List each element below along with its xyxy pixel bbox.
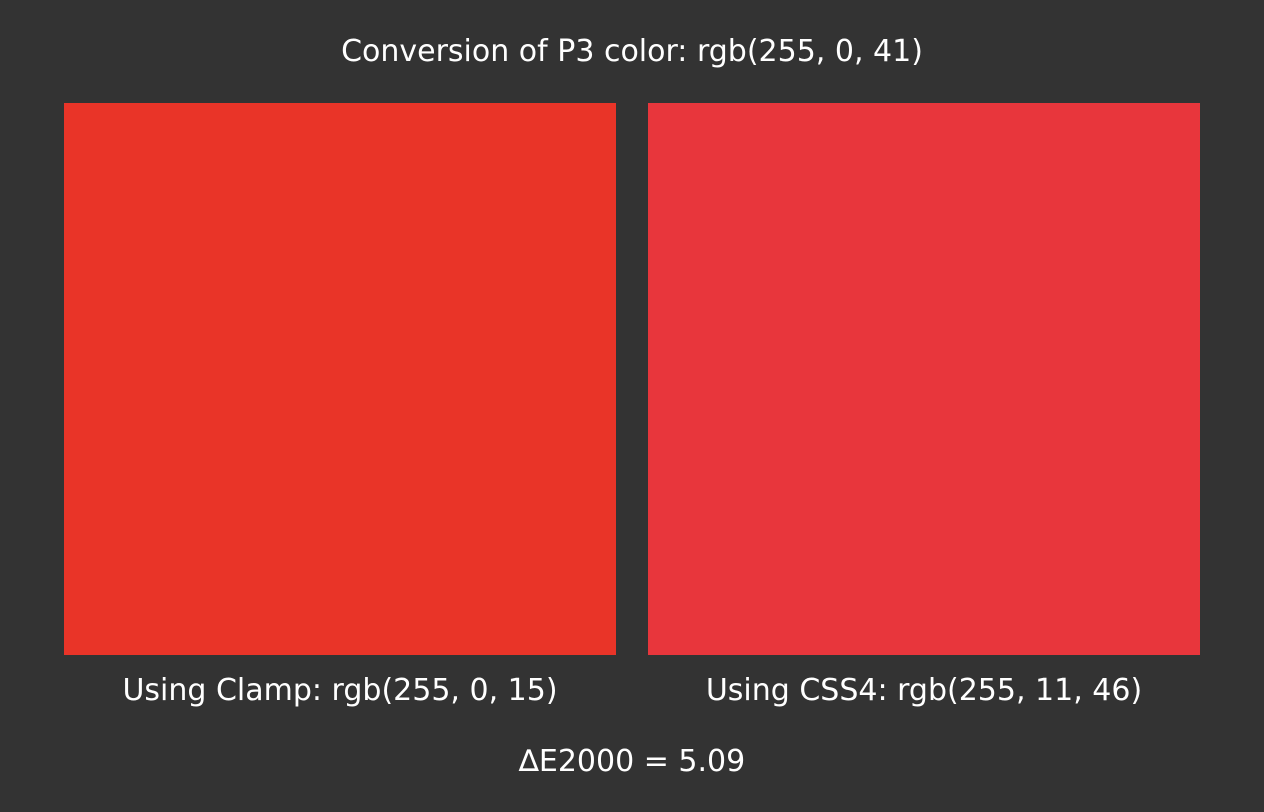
clamp-caption: Using Clamp: rgb(255, 0, 15): [122, 673, 558, 708]
page-title: Conversion of P3 color: rgb(255, 0, 41): [341, 34, 923, 69]
clamp-color-swatch: [64, 103, 616, 655]
css4-color-swatch: [648, 103, 1200, 655]
css4-caption: Using CSS4: rgb(255, 11, 46): [705, 673, 1143, 708]
delta-e-readout: ∆E2000 = 5.09: [518, 744, 746, 779]
